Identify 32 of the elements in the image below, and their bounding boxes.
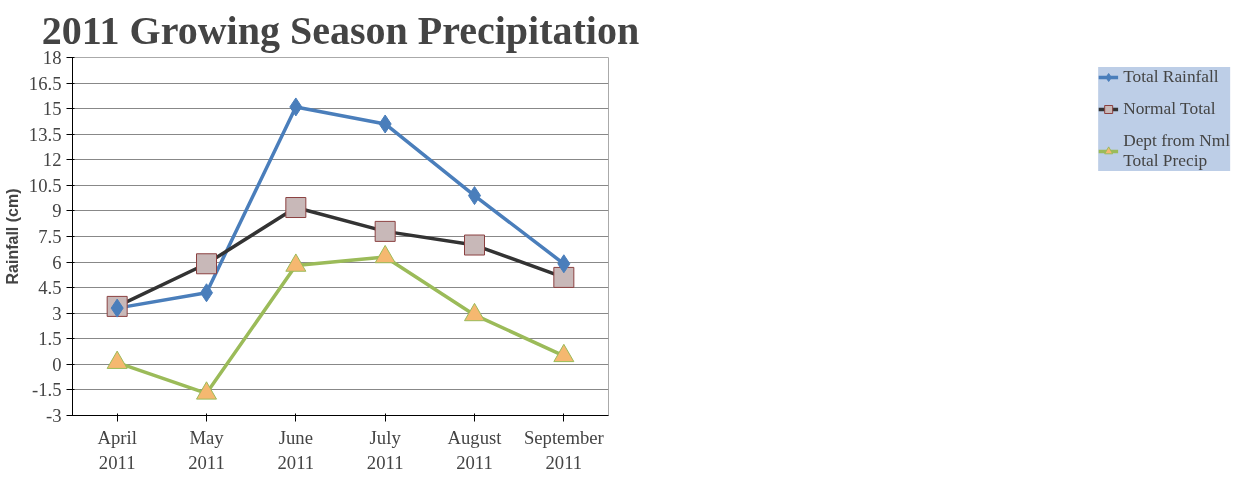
x-tick-label: September 2011: [523, 426, 605, 473]
legend-label: Normal Total: [1123, 99, 1216, 119]
legend-label: Dept from Nml Total Precip: [1123, 131, 1230, 171]
x-tick-label: July 2011: [366, 426, 404, 473]
y-tick-label: 10.5: [28, 174, 62, 196]
y-tick-label: 18: [42, 47, 62, 68]
y-tick-label: 6: [52, 251, 62, 273]
y-axis-title: Rainfall (cm): [3, 188, 21, 285]
y-tick-label: 7.5: [38, 226, 62, 247]
y-tick-label: 16.5: [28, 72, 62, 94]
y-tick-label: 15: [42, 98, 62, 120]
x-tick-label: June 2011: [277, 426, 315, 473]
point: [106, 350, 128, 369]
y-tick-label: -1.5: [31, 379, 62, 401]
y-tick-label: 12: [42, 149, 62, 171]
point: [196, 381, 217, 400]
point: [557, 254, 571, 274]
y-tick-label: 0: [52, 353, 62, 375]
x-tick-label: May 2011: [188, 426, 225, 473]
y-tick-label: 4.5: [38, 277, 62, 299]
x-tick-label: August 2011: [447, 426, 503, 473]
point: [378, 114, 392, 134]
x-tick-label: April 2011: [97, 426, 137, 473]
y-tick-label: 13.5: [28, 123, 62, 145]
y-tick-label: 3: [52, 302, 62, 324]
point: [464, 302, 485, 322]
point: [289, 97, 303, 117]
y-tick-label: -3: [45, 405, 62, 426]
y-tick-label: 1.5: [38, 328, 62, 350]
point: [553, 343, 575, 363]
y-tick-label: 9: [52, 200, 62, 222]
legend-label: Total Rainfall: [1123, 67, 1219, 87]
